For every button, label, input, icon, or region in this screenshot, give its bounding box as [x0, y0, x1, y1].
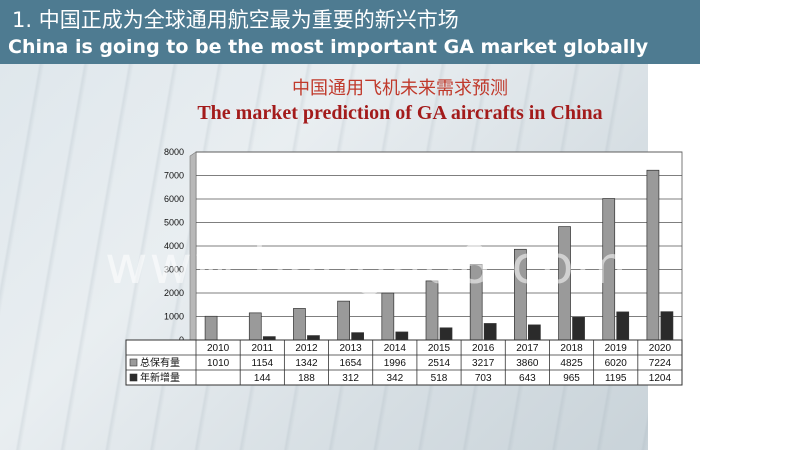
bar-new	[528, 324, 541, 341]
legend-label: 年新增量	[140, 371, 180, 384]
x-tick-label: 2015	[428, 343, 451, 354]
y-tick-label: 7000	[164, 171, 184, 181]
bar-total	[293, 308, 306, 341]
bar-total	[248, 312, 262, 341]
data-label: 1195	[605, 373, 627, 384]
data-label: 1204	[649, 373, 672, 384]
header-blank	[700, 0, 800, 64]
y-tick-label: 5000	[164, 218, 184, 228]
x-tick-label: 2019	[605, 343, 628, 354]
bar-total	[337, 300, 350, 341]
bar-total	[204, 315, 218, 341]
bar-new	[572, 316, 585, 341]
legend-swatch	[129, 373, 138, 382]
bar-total	[381, 292, 395, 341]
chart-title: 中国通用飞机未来需求预测	[292, 78, 508, 99]
x-tick-label: 2014	[384, 343, 407, 354]
data-label: 1010	[207, 358, 230, 369]
y-tick-label: 2000	[164, 288, 184, 298]
title-bar: 1. 中国正成为全球通用航空最为重要的新兴市场 China is going t…	[0, 0, 700, 64]
data-label: 1654	[340, 358, 363, 369]
data-label: 518	[431, 373, 448, 384]
legend-swatch	[129, 358, 138, 367]
watermark-text: www.baogao8.com	[105, 236, 629, 296]
data-label: 312	[342, 373, 359, 384]
y-tick-label: 8000	[164, 147, 184, 157]
x-tick-label: 2018	[560, 343, 583, 354]
bar-new	[395, 331, 409, 341]
bar-new	[483, 323, 497, 341]
data-label: 3860	[516, 358, 539, 369]
bar-new	[439, 327, 453, 341]
x-tick-label: 2010	[207, 343, 230, 354]
data-label: 965	[563, 373, 580, 384]
data-label: 1154	[252, 358, 274, 369]
bar-new	[351, 332, 364, 341]
data-label: 144	[254, 373, 271, 384]
data-label: 1342	[295, 358, 318, 369]
x-tick-label: 2013	[340, 343, 363, 354]
data-label: 188	[298, 373, 315, 384]
data-label: 643	[519, 373, 536, 384]
data-label: 342	[386, 373, 403, 384]
x-tick-label: 2012	[295, 343, 318, 354]
y-tick-label: 6000	[164, 194, 184, 204]
bar-new	[616, 311, 630, 341]
y-tick-label: 1000	[164, 312, 184, 322]
y-tick-label: 4000	[164, 241, 184, 251]
data-label: 6020	[605, 358, 628, 369]
x-tick-label: 2011	[252, 343, 274, 354]
bar-new	[660, 311, 674, 341]
x-tick-label: 2017	[516, 343, 539, 354]
data-label: 1996	[384, 358, 407, 369]
slide-title-en: China is going to be the most important …	[8, 36, 649, 58]
bar-new	[262, 336, 276, 341]
bar-new	[307, 335, 320, 341]
data-label: 3217	[472, 358, 495, 369]
data-label: 703	[475, 373, 492, 384]
x-tick-label: 2020	[649, 343, 672, 354]
legend-label: 总保有量	[140, 356, 180, 369]
slide-title-cn: 1. 中国正成为全球通用航空最为重要的新兴市场	[12, 8, 459, 32]
data-table	[125, 339, 683, 386]
data-label: 4825	[560, 358, 583, 369]
x-tick-label: 2016	[472, 343, 495, 354]
y-tick-label: 3000	[164, 265, 184, 275]
data-label: 2514	[428, 358, 451, 369]
chart-subtitle: The market prediction of GA aircrafts in…	[197, 102, 603, 124]
data-label: 7224	[649, 358, 672, 369]
